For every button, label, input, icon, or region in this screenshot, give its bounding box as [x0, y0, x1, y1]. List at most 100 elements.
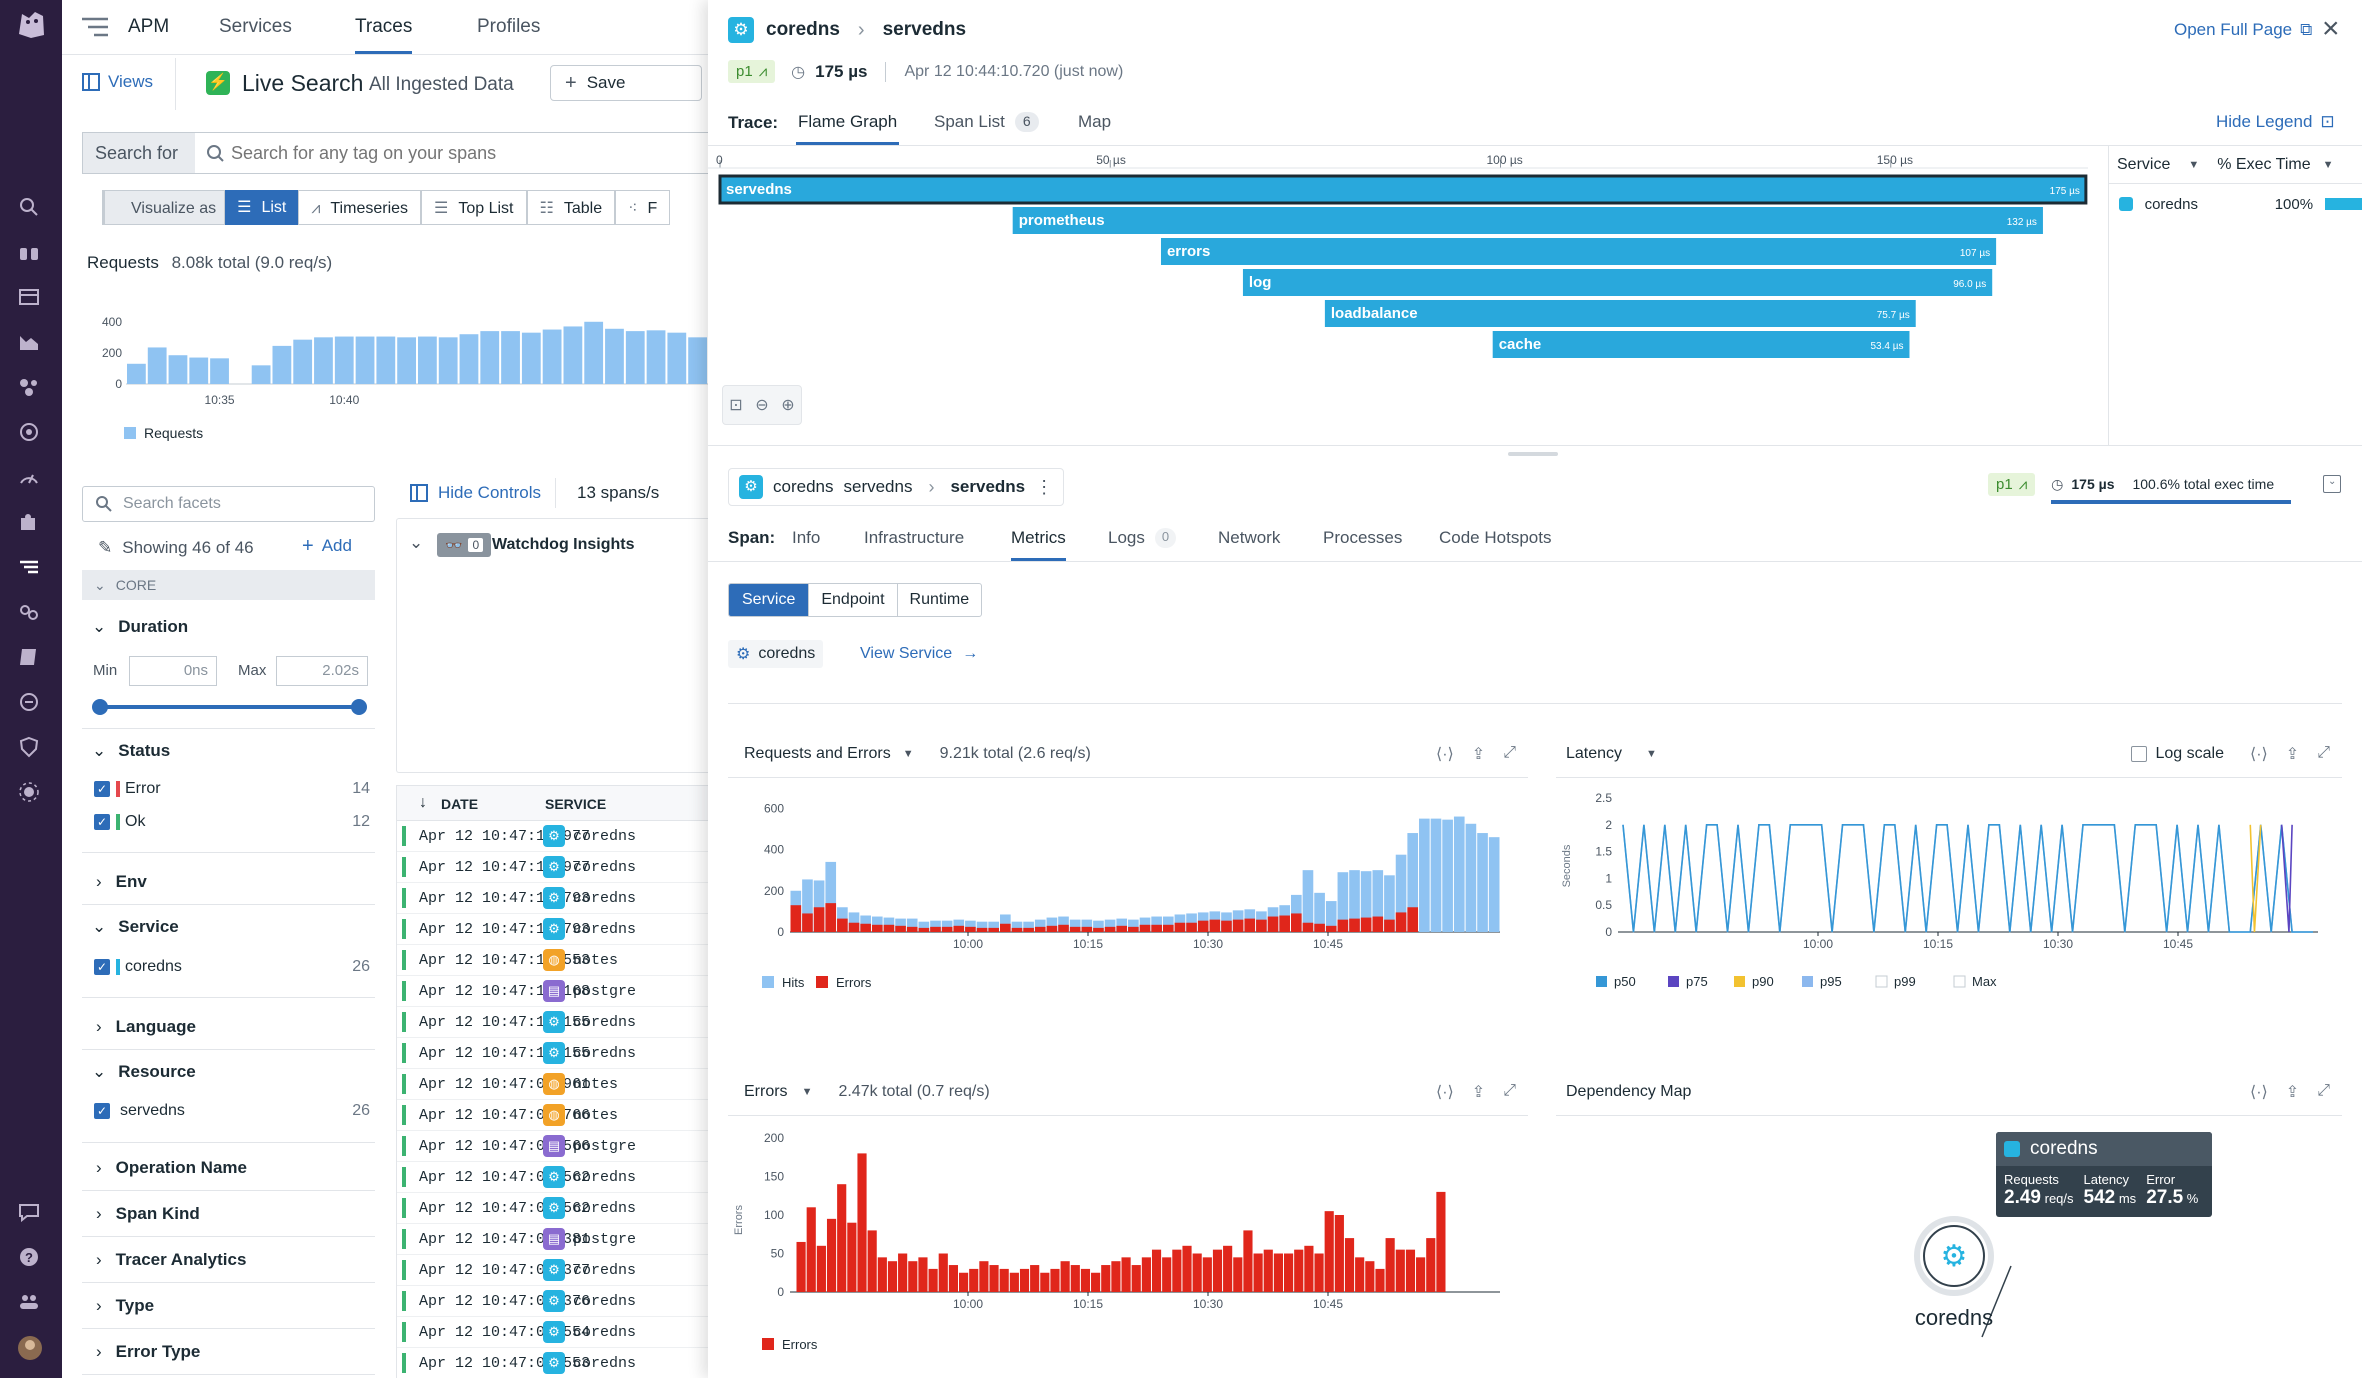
service-coredns-row[interactable]: ✓ coredns 26 [94, 958, 374, 976]
integrations-icon[interactable] [17, 375, 45, 420]
search-bar[interactable]: Search for [82, 132, 708, 174]
expand-icon[interactable]: ⤢ [2317, 1081, 2330, 1099]
fit-icon[interactable]: ⊡ [729, 397, 743, 414]
dashboards-icon[interactable] [17, 285, 45, 330]
table-row[interactable]: Apr 12 10:47:10.977 ⚙ coredns [397, 852, 708, 883]
product-title[interactable]: APM [128, 16, 170, 37]
trace-service[interactable]: coredns [766, 19, 840, 40]
facet-collapsed-header[interactable]: › Tracer Analytics [82, 1237, 375, 1283]
resource-servedns-row[interactable]: ✓ servedns 26 [94, 1102, 374, 1120]
performance-icon[interactable] [17, 465, 45, 510]
checkbox-checked[interactable]: ✓ [94, 959, 110, 975]
table-row[interactable]: Apr 12 10:47:10.793 ⚙ coredns [397, 914, 708, 945]
link-icon[interactable] [17, 600, 45, 645]
tab-flame-graph[interactable]: Flame Graph [796, 112, 900, 145]
core-group[interactable]: ⌄ CORE [82, 570, 375, 600]
monitors-icon[interactable] [17, 420, 45, 465]
facet-collapsed-header[interactable]: › Operation Name [82, 1145, 375, 1191]
chevron-down-icon[interactable]: ⌄ [409, 533, 424, 552]
help-icon[interactable]: ? [17, 1245, 45, 1290]
header-date[interactable]: DATE [441, 796, 479, 812]
subtab-runtime[interactable]: Runtime [896, 584, 982, 616]
span-service[interactable]: coredns [773, 477, 834, 496]
legend-row[interactable]: coredns 100% [2109, 184, 2362, 224]
facet-service-header[interactable]: ⌄ Service [92, 917, 179, 937]
panel-title[interactable]: Latency [1566, 744, 1623, 762]
tab-code-hotspots[interactable]: Code Hotspots [1439, 528, 1552, 547]
table-row[interactable]: Apr 12 10:47:10.155 ⚙ coredns [397, 1007, 708, 1038]
panel-title[interactable]: Requests and Errors [744, 744, 891, 762]
tab-processes[interactable]: Processes [1323, 528, 1403, 547]
table-row[interactable]: Apr 12 10:47:09.377 ⚙ coredns [397, 1255, 708, 1286]
table-row[interactable]: Apr 12 10:47:10.793 ⚙ coredns [397, 883, 708, 914]
facet-duration-header[interactable]: ⌄ Duration [92, 617, 188, 637]
user-avatar[interactable] [17, 1335, 45, 1378]
facet-resource-header[interactable]: ⌄ Resource [92, 1062, 196, 1082]
pencil-icon[interactable]: ✎ [98, 538, 113, 557]
duration-slider-max-handle[interactable] [351, 699, 367, 715]
duration-slider[interactable] [99, 705, 361, 709]
facet-collapsed-header[interactable]: › Span Kind [82, 1191, 375, 1237]
tab-profiles[interactable]: Profiles [477, 16, 541, 37]
save-button[interactable]: + Save [550, 65, 702, 101]
broadcast-icon[interactable]: ⟨·⟩ [1435, 745, 1454, 763]
collapse-icon[interactable]: ⌄ [2323, 475, 2342, 493]
sort-icon[interactable]: ▼ [2188, 158, 2200, 171]
binoculars-icon[interactable] [17, 240, 45, 285]
tab-infrastructure[interactable]: Infrastructure [864, 528, 965, 547]
hide-legend-button[interactable]: Hide Legend ⊡ [2216, 112, 2335, 132]
sort-icon[interactable]: ▼ [2322, 158, 2334, 171]
log-scale-checkbox[interactable] [2131, 745, 2148, 762]
duration-min-input[interactable]: 0ns [129, 656, 217, 686]
facet-env-header[interactable]: › Env [96, 872, 147, 892]
synthetics-icon[interactable] [17, 780, 45, 825]
tab-span-list[interactable]: Span List 6 [934, 112, 1039, 132]
header-service[interactable]: SERVICE [545, 796, 607, 812]
hide-controls-button[interactable]: Hide Controls [410, 483, 541, 503]
tab-map[interactable]: Map [1078, 112, 1112, 131]
depmap-node[interactable]: ⚙ [1914, 1216, 1994, 1296]
table-row[interactable]: Apr 12 10:47:10.155 ⚙ coredns [397, 1038, 708, 1069]
facet-collapsed-header[interactable]: › Type [82, 1283, 375, 1329]
search-icon[interactable] [17, 195, 45, 240]
puzzle-icon[interactable] [17, 510, 45, 555]
checkbox-checked[interactable]: ✓ [94, 814, 110, 830]
tab-metrics[interactable]: Metrics [1011, 528, 1066, 561]
datadog-logo[interactable] [13, 6, 49, 42]
table-row[interactable]: Apr 12 10:47:10.168 ▤ postgre [397, 976, 708, 1007]
visualize-toplist[interactable]: ☰ Top List [421, 190, 527, 225]
add-facet-button[interactable]: + Add [302, 536, 352, 556]
metrics-icon[interactable] [17, 330, 45, 375]
expand-icon[interactable]: ⤢ [1503, 743, 1516, 761]
expand-icon[interactable]: ⤢ [2317, 743, 2330, 761]
table-row[interactable]: Apr 12 10:47:09.562 ⚙ coredns [397, 1193, 708, 1224]
shield-icon[interactable] [17, 735, 45, 780]
table-row[interactable]: Apr 12 10:47:09.766 ◍ notes [397, 1100, 708, 1131]
status-ok-row[interactable]: ✓ Ok 12 [94, 813, 374, 831]
flame-graph[interactable]: 0 50 µs 100 µs 150 µs servedns 175 µs promethe… [708, 146, 2088, 446]
sort-desc-icon[interactable]: ↓ [419, 794, 427, 811]
table-row[interactable]: Apr 12 10:47:10.553 ◍ notes [397, 945, 708, 976]
checkbox-checked[interactable]: ✓ [94, 1103, 110, 1119]
share-icon[interactable]: ⇪ [2285, 745, 2300, 763]
broadcast-icon[interactable]: ⟨·⟩ [1435, 1083, 1454, 1101]
table-row[interactable]: Apr 12 10:47:08.553 ⚙ coredns [397, 1348, 708, 1378]
table-row[interactable]: Apr 12 10:47:09.566 ▤ postgre [397, 1131, 708, 1162]
logs-icon[interactable] [17, 645, 45, 690]
facet-search[interactable]: Search facets [82, 486, 375, 522]
dropdown-caret-icon[interactable]: ▼ [902, 747, 914, 760]
legend-col-exec[interactable]: % Exec Time [2217, 155, 2311, 173]
kebab-icon[interactable]: ⋮ [1035, 476, 1054, 497]
tab-network[interactable]: Network [1218, 528, 1281, 547]
panel-title[interactable]: Errors [744, 1082, 788, 1100]
table-row[interactable]: Apr 12 10:47:09.562 ⚙ coredns [397, 1162, 708, 1193]
tab-logs[interactable]: Logs 0 [1108, 528, 1177, 548]
views-button[interactable]: Views [82, 72, 153, 92]
search-input[interactable] [231, 133, 691, 173]
tab-traces[interactable]: Traces [355, 16, 413, 54]
view-service-link[interactable]: View Service → [860, 645, 978, 663]
service-chip[interactable]: ⚙ coredns [728, 640, 824, 668]
facet-status-header[interactable]: ⌄ Status [92, 741, 170, 761]
table-row[interactable]: Apr 12 10:47:10.977 ⚙ coredns [397, 821, 708, 852]
duration-slider-min-handle[interactable] [92, 699, 108, 715]
